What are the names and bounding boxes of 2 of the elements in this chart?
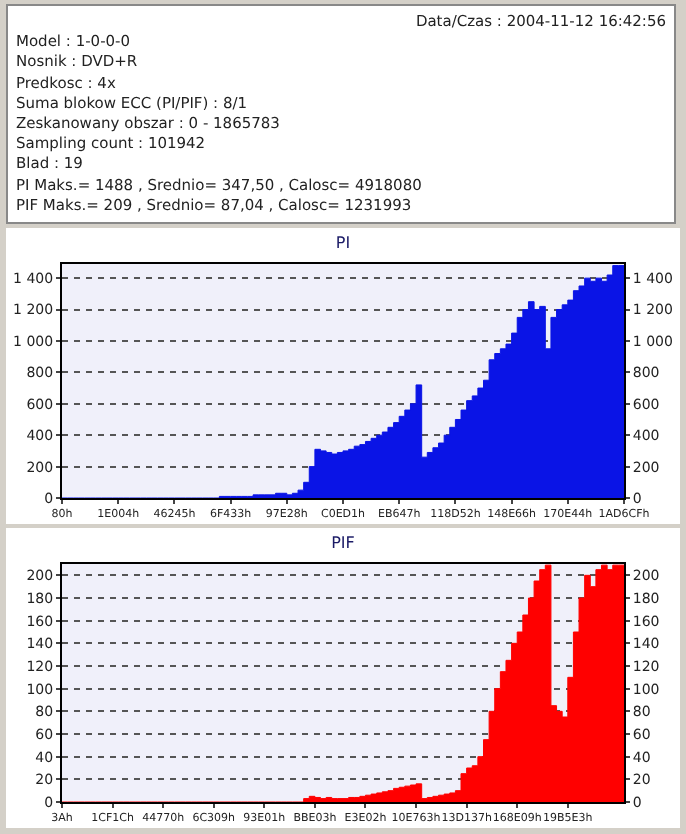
chart-title: PI: [335, 234, 351, 253]
chart-title: PIF: [331, 534, 356, 553]
